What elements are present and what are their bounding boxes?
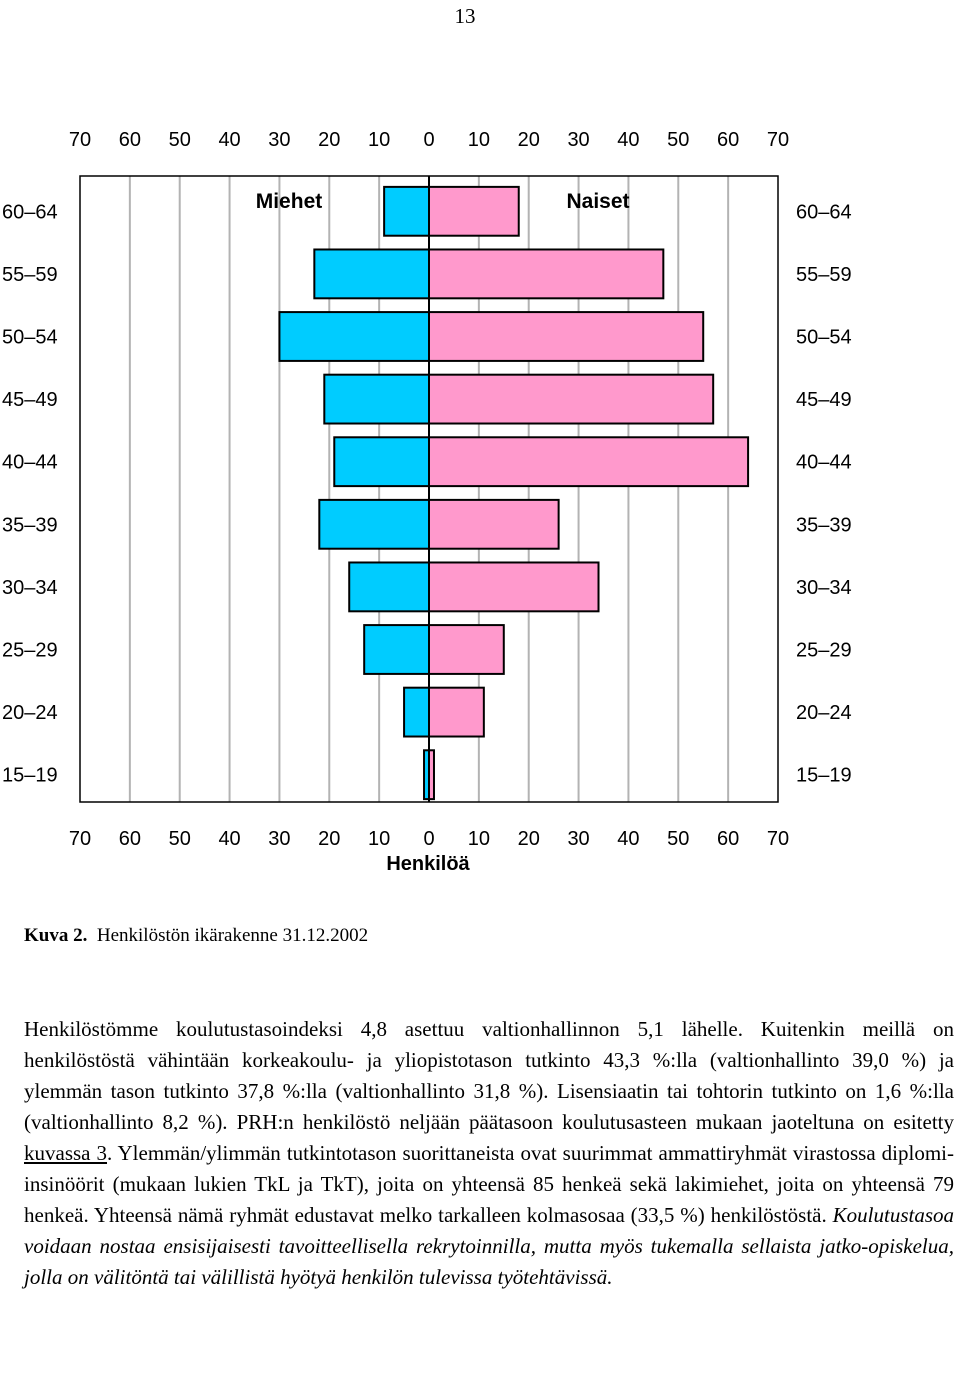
age-label-right: 30–34	[796, 577, 852, 599]
age-label-right: 20–24	[796, 702, 852, 724]
x-tick-label-top: 20	[518, 129, 540, 151]
x-tick-label-bottom: 20	[518, 828, 540, 850]
bar-men-20–24	[403, 686, 431, 738]
x-tick-label-bottom: 20	[318, 828, 340, 850]
bar-women-60–64	[428, 185, 520, 237]
x-tick-label-top: 20	[318, 129, 340, 151]
age-label-left: 20–24	[2, 702, 58, 724]
age-label-left: 45–49	[2, 389, 58, 411]
age-label-left: 50–54	[2, 327, 58, 349]
bar-men-60–64	[383, 185, 430, 237]
figure-caption: Kuva 2. Henkilöstön ikärakenne 31.12.200…	[24, 925, 368, 947]
x-tick-label-top: 40	[617, 129, 639, 151]
age-label-left: 35–39	[2, 514, 58, 536]
x-tick-label-bottom: 0	[423, 828, 434, 850]
figure-reference-link[interactable]: kuvassa 3	[24, 1141, 108, 1165]
bar-women-40–44	[428, 436, 750, 488]
x-tick-label-top: 50	[667, 129, 689, 151]
x-tick-label-top: 50	[169, 129, 191, 151]
bar-men-55–59	[313, 248, 431, 300]
bar-men-45–49	[323, 373, 430, 425]
age-label-right: 25–29	[796, 640, 852, 662]
x-tick-label-bottom: 30	[268, 828, 290, 850]
body-paragraph: Henkilöstömme koulutustasoindeksi 4,8 as…	[24, 1014, 954, 1293]
x-tick-label-top: 70	[767, 129, 789, 151]
x-tick-labels-top: 70 60 50 40 30 20 10 0 10 20 30 40 50 60 70	[69, 129, 789, 151]
bar-women-25–29	[428, 624, 505, 675]
age-label-right: 35–39	[796, 514, 852, 536]
population-pyramid-chart: 15–19 20–24 25–29 30–34 35–39 40–44 45–49 50–54…	[2, 129, 852, 875]
bar-men-35–39	[318, 498, 431, 550]
x-tick-label-bottom: 10	[368, 828, 390, 850]
x-tick-label-top: 70	[69, 129, 91, 151]
paragraph-text-2: . Ylemmän/ylimmän tutkintotason suoritta…	[24, 1141, 954, 1227]
bar-men-40–44	[333, 436, 430, 488]
x-tick-label-top: 60	[717, 129, 739, 151]
x-tick-label-bottom: 50	[169, 828, 191, 850]
x-tick-label-top: 0	[423, 129, 434, 151]
bars	[278, 176, 750, 802]
x-tick-label-top: 30	[567, 129, 589, 151]
x-axis-label: Henkilöä	[386, 853, 470, 875]
age-label-left: 30–34	[2, 577, 58, 599]
age-label-right: 50–54	[796, 327, 852, 349]
series-title-men: Miehet	[256, 190, 323, 213]
paragraph-italic-text: Koulutustasoa voidaan nostaa ensisijaise…	[24, 1203, 954, 1289]
bar-women-55–59	[428, 248, 665, 300]
x-tick-label-bottom: 40	[218, 828, 240, 850]
age-label-right: 55–59	[796, 264, 852, 286]
caption-text: Henkilöstön ikärakenne 31.12.2002	[96, 925, 369, 946]
x-tick-label-bottom: 70	[69, 828, 91, 850]
x-tick-label-top: 30	[268, 129, 290, 151]
age-label-right: 45–49	[796, 389, 852, 411]
paragraph-text-1: Henkilöstömme koulutustasoindeksi 4,8 as…	[24, 1017, 954, 1134]
x-tick-label-bottom: 60	[717, 828, 739, 850]
bar-men-50–54	[278, 311, 430, 362]
age-label-left: 55–59	[2, 264, 58, 286]
age-label-left: 60–64	[2, 201, 58, 223]
bar-men-30–34	[348, 561, 431, 613]
bar-women-45–49	[428, 373, 715, 425]
age-label-right: 60–64	[796, 201, 852, 223]
age-label-right: 40–44	[796, 452, 852, 474]
x-tick-label-bottom: 50	[667, 828, 689, 850]
bar-women-30–34	[428, 561, 600, 613]
age-label-left: 15–19	[2, 765, 58, 787]
age-label-left: 25–29	[2, 640, 58, 662]
x-tick-label-bottom: 40	[617, 828, 639, 850]
grid-lines	[128, 176, 730, 802]
x-tick-label-top: 10	[368, 129, 390, 151]
age-labels-right: 15–19 20–24 25–29 30–34 35–39 40–44 45–49 50–54…	[796, 201, 852, 786]
bar-women-50–54	[428, 311, 705, 362]
x-tick-label-bottom: 60	[119, 828, 141, 850]
x-tick-label-top: 40	[218, 129, 240, 151]
x-tick-label-bottom: 70	[767, 828, 789, 850]
x-tick-labels-bottom: 70 60 50 40 30 20 10 0 10 20 30 40 50 60 70	[69, 828, 789, 850]
x-tick-label-top: 60	[119, 129, 141, 151]
age-label-right: 15–19	[796, 765, 852, 787]
x-tick-label-top: 10	[468, 129, 490, 151]
x-tick-label-bottom: 10	[468, 828, 490, 850]
bar-men-25–29	[363, 624, 430, 675]
page-number: 13	[454, 4, 476, 28]
x-tick-label-bottom: 30	[567, 828, 589, 850]
bar-women-35–39	[428, 498, 560, 550]
age-labels-left: 15–19 20–24 25–29 30–34 35–39 40–44 45–49 50–54…	[2, 201, 58, 786]
series-title-women: Naiset	[566, 190, 629, 213]
bar-women-20–24	[428, 686, 485, 738]
age-label-left: 40–44	[2, 452, 58, 474]
caption-label: Kuva 2.	[24, 925, 88, 946]
